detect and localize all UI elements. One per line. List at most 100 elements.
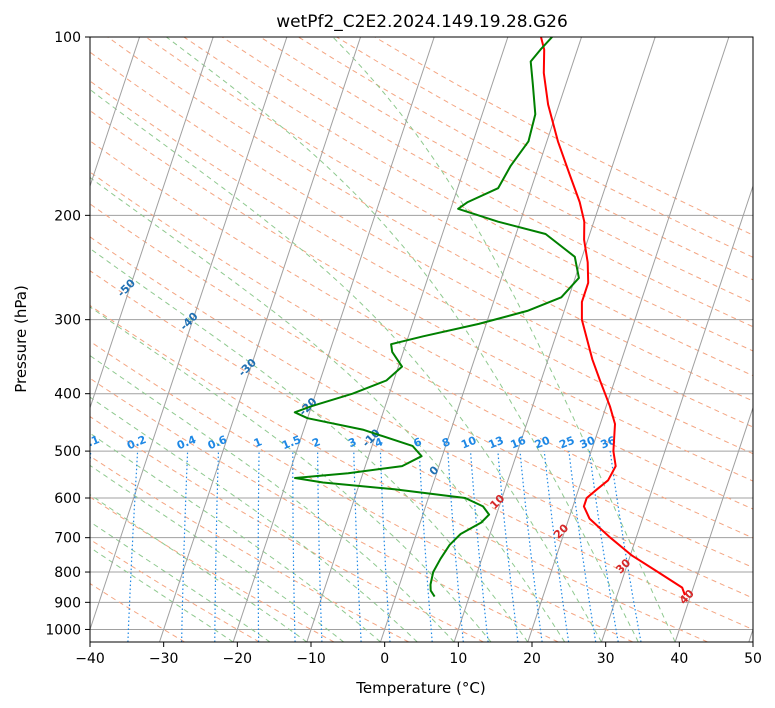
- y-tick-label: 200: [54, 208, 81, 224]
- mixing-ratio-line: [214, 451, 220, 642]
- y-tick-label: 400: [54, 387, 81, 403]
- mixing-ratio-label: 20: [533, 434, 552, 452]
- dry-adiabat-line: [107, 37, 753, 402]
- moist-adiabat-line: [90, 88, 602, 642]
- x-tick-label: 20: [523, 651, 541, 667]
- isotherm-line: [527, 37, 730, 642]
- x-tick-label: 40: [670, 651, 688, 667]
- moist-adiabat-line: [332, 37, 676, 642]
- mixing-ratio-label: 8: [440, 435, 452, 450]
- x-tick-label: −40: [75, 651, 105, 667]
- mixing-ratio-line: [588, 451, 619, 642]
- x-tick-label: −20: [223, 651, 253, 667]
- isotherm-label: 40: [677, 587, 697, 607]
- mixing-ratio-label: 3: [346, 435, 358, 450]
- mixing-ratio-label: 1.5: [280, 433, 303, 452]
- x-axis-label: Temperature (°C): [355, 679, 485, 697]
- moist-adiabat-line: [90, 464, 344, 642]
- moist-adiabat-line: [166, 37, 639, 642]
- mixing-ratio-line: [568, 451, 597, 642]
- x-tick-label: 10: [449, 651, 467, 667]
- plot-frame: [89, 36, 754, 643]
- dry-adiabat-line: [90, 496, 335, 642]
- x-tick-label: 50: [744, 651, 762, 667]
- y-axis-label: Pressure (hPa): [12, 285, 30, 393]
- mixing-ratio-label: 0.1: [78, 433, 101, 452]
- moist-adiabat-line: [90, 494, 308, 642]
- dry-adiabat-line: [90, 340, 634, 642]
- y-tick-label: 800: [54, 565, 81, 581]
- y-tick-label: 900: [54, 595, 81, 611]
- dry-adiabat-line: [183, 37, 753, 352]
- moist-adiabat-line: [90, 396, 418, 642]
- mixing-ratio-label: 1: [252, 435, 264, 450]
- isotherm-label: 30: [613, 556, 633, 576]
- x-tick-label: −30: [149, 651, 179, 667]
- isotherm-line: [90, 37, 141, 188]
- mixing-ratio-label: 10: [459, 434, 478, 452]
- mixing-ratio-line: [469, 451, 489, 642]
- mixing-ratio-label: 30: [578, 434, 597, 452]
- isotherm-line: [380, 37, 583, 642]
- isotherm-line: [90, 37, 214, 410]
- y-tick-label: 1000: [45, 622, 81, 638]
- dry-adiabat-line: [90, 304, 708, 642]
- moist-adiabat-line: [90, 354, 455, 642]
- isotherm-label: -50: [115, 276, 138, 299]
- mixing-ratio-line: [519, 451, 543, 642]
- x-tick-label: −10: [296, 651, 326, 667]
- y-axis: 100 200 300 400 500 600 700 800 900 1000: [45, 30, 90, 638]
- mixing-ratio-line: [379, 451, 391, 642]
- x-tick-label: 30: [597, 651, 615, 667]
- isotherm-line: [232, 37, 435, 642]
- dry-adiabat-line: [221, 37, 753, 328]
- moist-adiabat-line: [90, 521, 271, 642]
- isotherm-line: [159, 37, 362, 642]
- background-lines: [0, 37, 753, 642]
- dry-adiabat-line: [90, 80, 753, 455]
- y-tick-label: 500: [54, 444, 81, 460]
- x-tick-label: 0: [380, 651, 389, 667]
- chart-title: wetPf2_C2E2.2024.149.19.28.G26: [276, 12, 568, 32]
- moist-adiabat-line: [90, 247, 529, 642]
- mixing-ratio-line: [292, 451, 296, 642]
- mixing-ratio-line: [181, 451, 189, 642]
- sounding-profiles: [293, 37, 686, 598]
- dry-adiabat-line: [90, 455, 409, 642]
- mixing-ratio-line: [543, 451, 570, 642]
- isotherm-line: [453, 37, 656, 642]
- dry-adiabat-line: [90, 270, 753, 630]
- mixing-ratio-line: [497, 451, 519, 642]
- dry-adiabat-line: [90, 140, 753, 510]
- dry-adiabat-line: [90, 377, 559, 642]
- moist-adiabat-line: [90, 546, 234, 642]
- mixing-ratio-line: [609, 451, 642, 642]
- moist-adiabat-line: [90, 306, 492, 642]
- dry-adiabat-line: [336, 37, 753, 258]
- mixing-ratio-label: 16: [509, 434, 528, 452]
- moist-adiabat-line: [90, 432, 381, 642]
- isotherm-label: -30: [236, 356, 259, 379]
- mixing-ratio-line: [317, 451, 323, 642]
- mixing-ratio-label: 25: [557, 434, 576, 452]
- dry-adiabat-line: [90, 171, 753, 539]
- mixing-ratio-line: [257, 451, 260, 642]
- x-axis: −40 −30 −20 −10 0 10 20 30 40 50: [75, 642, 762, 667]
- mixing-ratio-label: 2: [310, 435, 322, 450]
- isotherm-line: [0, 37, 66, 642]
- mixing-ratio-label: 0.2: [125, 433, 148, 452]
- isotherm-label: 10: [487, 492, 507, 512]
- mixing-ratio-line: [127, 451, 139, 642]
- dry-adiabat-line: [90, 538, 260, 642]
- dry-adiabat-line: [259, 37, 753, 304]
- isotherm-line: [674, 406, 753, 642]
- dry-adiabat-line: [90, 415, 484, 642]
- mixing-ratio-line: [447, 451, 464, 642]
- mixing-ratio-label: 13: [487, 434, 506, 452]
- y-tick-label: 100: [54, 30, 81, 46]
- isotherm-line: [90, 37, 288, 632]
- y-tick-label: 700: [54, 531, 81, 547]
- moist-adiabat-line: [90, 176, 566, 642]
- y-tick-label: 600: [54, 491, 81, 507]
